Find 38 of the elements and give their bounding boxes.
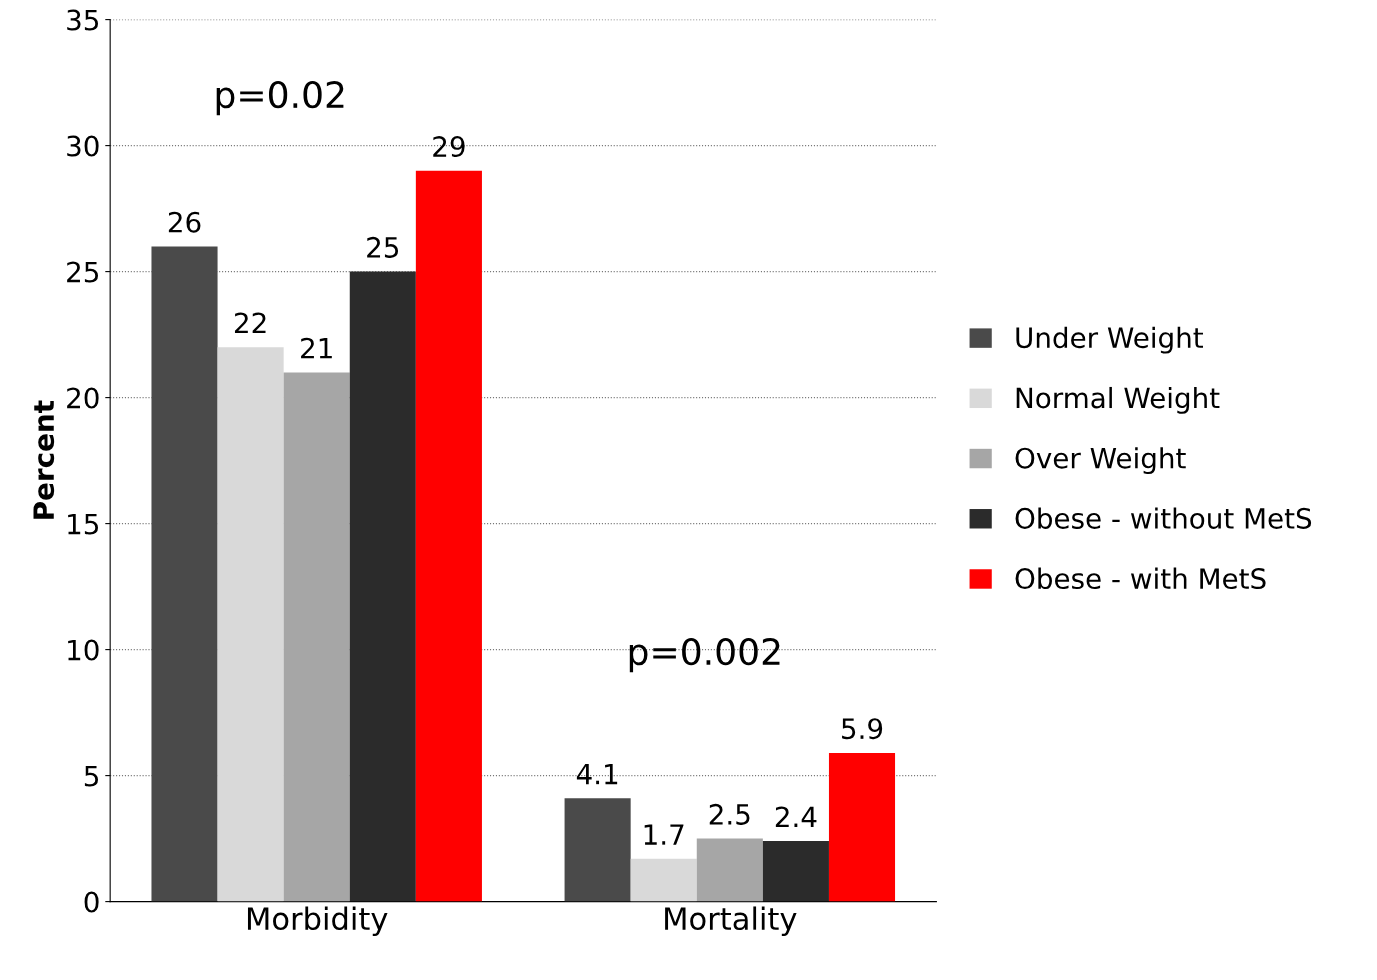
y-tick-label: 25	[67, 261, 99, 283]
data-label: 1.7	[644, 824, 684, 845]
y-tick-label: 20	[67, 387, 99, 409]
x-tick-label: Morbidity	[247, 906, 388, 937]
y-tick-label: 5	[84, 765, 99, 787]
legend-label: Normal Weight	[1016, 386, 1220, 414]
data-label: 29	[433, 136, 465, 158]
y-tick-label: 15	[68, 513, 99, 535]
legend-label: Obese - with MetS	[1015, 567, 1266, 590]
y-tick-label: 35	[67, 9, 99, 31]
bar	[349, 271, 416, 902]
data-label: 2.4	[775, 806, 817, 828]
annotation: p=0.02	[216, 81, 344, 116]
legend-label: Under Weight	[1016, 326, 1204, 354]
legend-label: Over Weight	[1015, 447, 1186, 475]
bar	[762, 841, 829, 902]
legend-label: Obese - without MetS	[1015, 507, 1312, 529]
bar	[564, 798, 631, 902]
y-tick-label: 30	[67, 135, 99, 157]
y-tick-label: 0	[84, 891, 99, 913]
bar	[696, 838, 763, 902]
data-label: 4.1	[576, 763, 618, 785]
data-label: 5.9	[842, 718, 883, 740]
data-label: 22	[234, 312, 266, 334]
x-tick-label: Mortality	[665, 906, 797, 937]
annotation: p=0.002	[629, 637, 780, 673]
data-label: 21	[301, 337, 332, 359]
bar	[828, 752, 896, 902]
bar	[151, 246, 218, 902]
y-axis-title: Percent	[33, 400, 55, 519]
bar	[217, 347, 284, 902]
y-tick-label: 10	[68, 639, 99, 661]
bar	[415, 170, 482, 902]
data-label: 25	[367, 236, 399, 258]
data-label: 26	[168, 211, 201, 233]
data-label: 2.5	[709, 803, 750, 825]
bar	[283, 372, 350, 902]
bar	[630, 858, 697, 902]
